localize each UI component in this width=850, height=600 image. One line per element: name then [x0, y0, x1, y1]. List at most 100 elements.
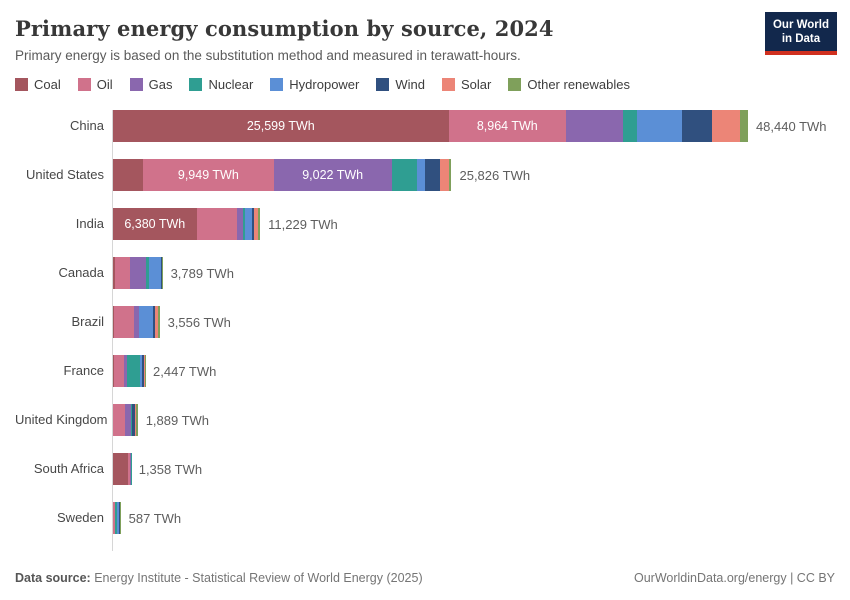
bar-segment-coal[interactable] [113, 159, 144, 191]
bar-segment-nuclear[interactable] [114, 502, 117, 534]
bar-segment-coal[interactable] [113, 453, 129, 485]
data-source-note: Data source: Energy Institute - Statisti… [15, 571, 423, 585]
bar-total-label: 2,447 TWh [153, 363, 217, 379]
bar-segment-solar[interactable] [155, 306, 158, 338]
bar-segment-nuclear[interactable] [146, 257, 150, 289]
bar-segment-other-renewables[interactable] [448, 159, 452, 191]
bar-segment-oil[interactable] [113, 355, 124, 387]
bar-total-label: 1,358 TWh [138, 461, 203, 477]
segment-value-label: 8,964 TWh [476, 119, 538, 133]
bar-segment-nuclear[interactable] [127, 355, 140, 387]
bar-segment-solar[interactable] [711, 110, 740, 142]
bar-segment-nuclear[interactable] [243, 208, 245, 240]
bar-segment-other-renewables[interactable] [157, 306, 160, 338]
legend-item-label: Other renewables [527, 77, 630, 92]
bar-segment-wind[interactable] [142, 355, 144, 387]
bar-segment-other-renewables[interactable] [119, 502, 121, 534]
legend-swatch-icon [77, 78, 91, 91]
data-source-value: Energy Institute - Statistical Review of… [94, 571, 423, 585]
bar-segment-hydropower[interactable] [636, 110, 682, 142]
legend-item-coal[interactable]: Coal [15, 77, 61, 92]
legend-item-label: Oil [96, 77, 113, 92]
bar-segment-oil[interactable] [113, 404, 126, 436]
bar-segment-solar[interactable] [135, 404, 136, 436]
category-label-united-kingdom: United Kingdom [15, 412, 108, 427]
bar-segment-coal[interactable] [113, 355, 114, 387]
bar-segment-hydropower[interactable] [116, 502, 119, 534]
bar-total-label: 25,826 TWh [459, 167, 531, 183]
bar-segment-wind[interactable] [152, 306, 156, 338]
bar-row: 587 TWh [113, 502, 850, 534]
bar-segment-solar[interactable] [254, 208, 259, 240]
legend-swatch-icon [189, 78, 203, 91]
bar-segment-coal[interactable]: 25,599 TWh [113, 110, 449, 142]
bar-stack-south-africa [113, 453, 131, 485]
bar-segment-oil[interactable] [114, 306, 134, 338]
legend-swatch-icon [442, 78, 455, 91]
bar-segment-solar[interactable] [143, 355, 145, 387]
bar-segment-nuclear[interactable] [391, 159, 418, 191]
bar-segment-other-renewables[interactable] [258, 208, 261, 240]
bar-segment-coal[interactable] [113, 306, 115, 338]
category-label-china: China [70, 118, 104, 133]
bar-total-label: 11,229 TWh [268, 216, 338, 232]
bar-segment-nuclear[interactable] [138, 306, 140, 338]
category-label-canada: Canada [58, 265, 104, 280]
bar-segment-gas[interactable]: 9,022 TWh [273, 159, 392, 191]
bar-segment-hydropower[interactable] [149, 257, 161, 289]
legend-item-nuclear[interactable]: Nuclear [189, 77, 253, 92]
bar-segment-gas[interactable] [236, 208, 244, 240]
bar-segment-hydropower[interactable] [417, 159, 426, 191]
legend-item-wind[interactable]: Wind [376, 77, 425, 92]
legend-item-label: Hydropower [289, 77, 360, 92]
bar-segment-other-renewables[interactable] [135, 404, 138, 436]
bar-segment-wind[interactable] [132, 404, 136, 436]
bar-segment-gas[interactable] [566, 110, 623, 142]
bar-segment-gas[interactable] [125, 404, 131, 436]
bar-segment-wind[interactable] [251, 208, 255, 240]
legend-item-hydropower[interactable]: Hydropower [270, 77, 359, 92]
bar-segment-wind[interactable] [160, 257, 163, 289]
bar-segment-wind[interactable] [681, 110, 712, 142]
bar-row: 3,789 TWh [113, 257, 850, 289]
category-labels-column: China United States India Canada Brazil Franc… [15, 110, 112, 551]
bar-segment-oil[interactable]: 9,949 TWh [143, 159, 274, 191]
bar-segment-oil[interactable] [128, 453, 131, 485]
legend-item-solar[interactable]: Solar [442, 77, 491, 92]
bar-segment-gas[interactable] [130, 257, 147, 289]
bar-segment-oil[interactable] [114, 257, 131, 289]
legend-item-label: Solar [461, 77, 492, 92]
bar-segment-oil[interactable] [196, 208, 237, 240]
bar-segment-solar[interactable] [440, 159, 449, 191]
owid-logo-line1: Our World [772, 19, 829, 31]
stacked-bar-chart: China United States India Canada Brazil Franc… [15, 110, 850, 551]
segment-value-label: 9,949 TWh [177, 168, 239, 182]
data-source-label: Data source: [15, 571, 91, 585]
bar-segment-hydropower[interactable] [139, 355, 143, 387]
bar-segment-gas[interactable] [123, 355, 128, 387]
chart-footer: Data source: Energy Institute - Statisti… [15, 571, 835, 585]
bar-segment-other-renewables[interactable] [739, 110, 748, 142]
owid-logo[interactable]: Our World in Data [764, 12, 837, 55]
bar-segment-coal[interactable]: 6,380 TWh [113, 208, 197, 240]
bar-segment-oil[interactable] [113, 502, 115, 534]
bar-segment-wind[interactable] [118, 502, 120, 534]
bar-segment-hydropower[interactable] [244, 208, 252, 240]
legend-item-gas[interactable]: Gas [129, 77, 172, 92]
bar-total-label: 1,889 TWh [145, 412, 210, 428]
bar-segment-nuclear[interactable] [131, 404, 133, 436]
bar-row: 6,380 TWh 11,229 TWh [113, 208, 850, 240]
bar-total-label: 48,440 TWh [755, 118, 827, 134]
bar-total-label: 3,556 TWh [167, 314, 231, 330]
bar-segment-wind[interactable] [425, 159, 441, 191]
bar-segment-oil[interactable]: 8,964 TWh [448, 110, 567, 142]
bar-segment-coal[interactable] [113, 257, 115, 289]
bar-segment-nuclear[interactable] [622, 110, 637, 142]
legend-item-oil[interactable]: Oil [77, 77, 113, 92]
bar-row: 1,358 TWh [113, 453, 850, 485]
bar-row: 9,949 TWh 9,022 TWh 25,826 TWh [113, 159, 850, 191]
license-link[interactable]: OurWorldinData.org/energy | CC BY [633, 571, 835, 585]
bar-segment-hydropower[interactable] [139, 306, 153, 338]
legend-item-other-renewables[interactable]: Other renewables [508, 77, 630, 92]
bar-segment-gas[interactable] [133, 306, 139, 338]
